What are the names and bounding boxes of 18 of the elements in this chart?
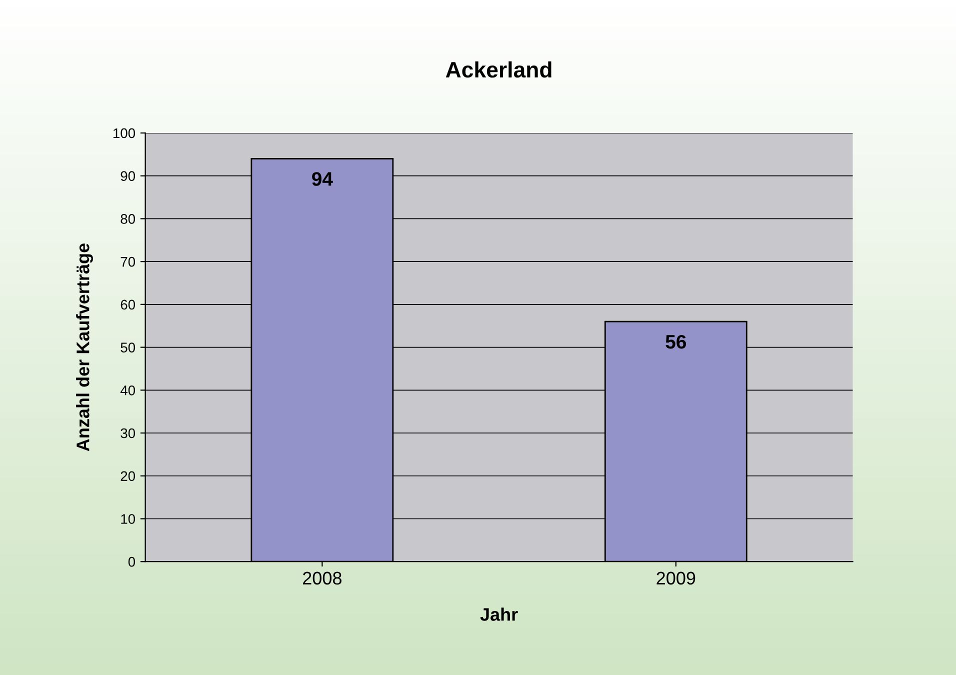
y-tick-label: 40	[120, 385, 136, 396]
data-label: 94	[312, 172, 333, 186]
y-tick-label: 80	[120, 214, 136, 224]
y-tick-label: 60	[120, 300, 136, 310]
y-tick-label: 10	[121, 514, 136, 524]
y-tick-label: 90	[120, 171, 136, 182]
x-tick-label: 2008	[303, 572, 342, 585]
y-tick-label: 100	[113, 128, 136, 138]
y-tick-label: 20	[120, 471, 136, 482]
y-tick-label: 0	[128, 556, 136, 567]
y-tick-label: 70	[120, 256, 136, 267]
data-label: 56	[666, 334, 686, 349]
x-axis-title: Jahr	[480, 608, 518, 621]
chart-title: Ackerland	[446, 61, 552, 78]
y-axis-title: Anzahl der Kaufverträge	[76, 244, 93, 452]
x-tick-label: 2009	[656, 572, 696, 585]
y-tick-label: 50	[120, 342, 136, 352]
y-tick-label: 30	[120, 428, 136, 438]
